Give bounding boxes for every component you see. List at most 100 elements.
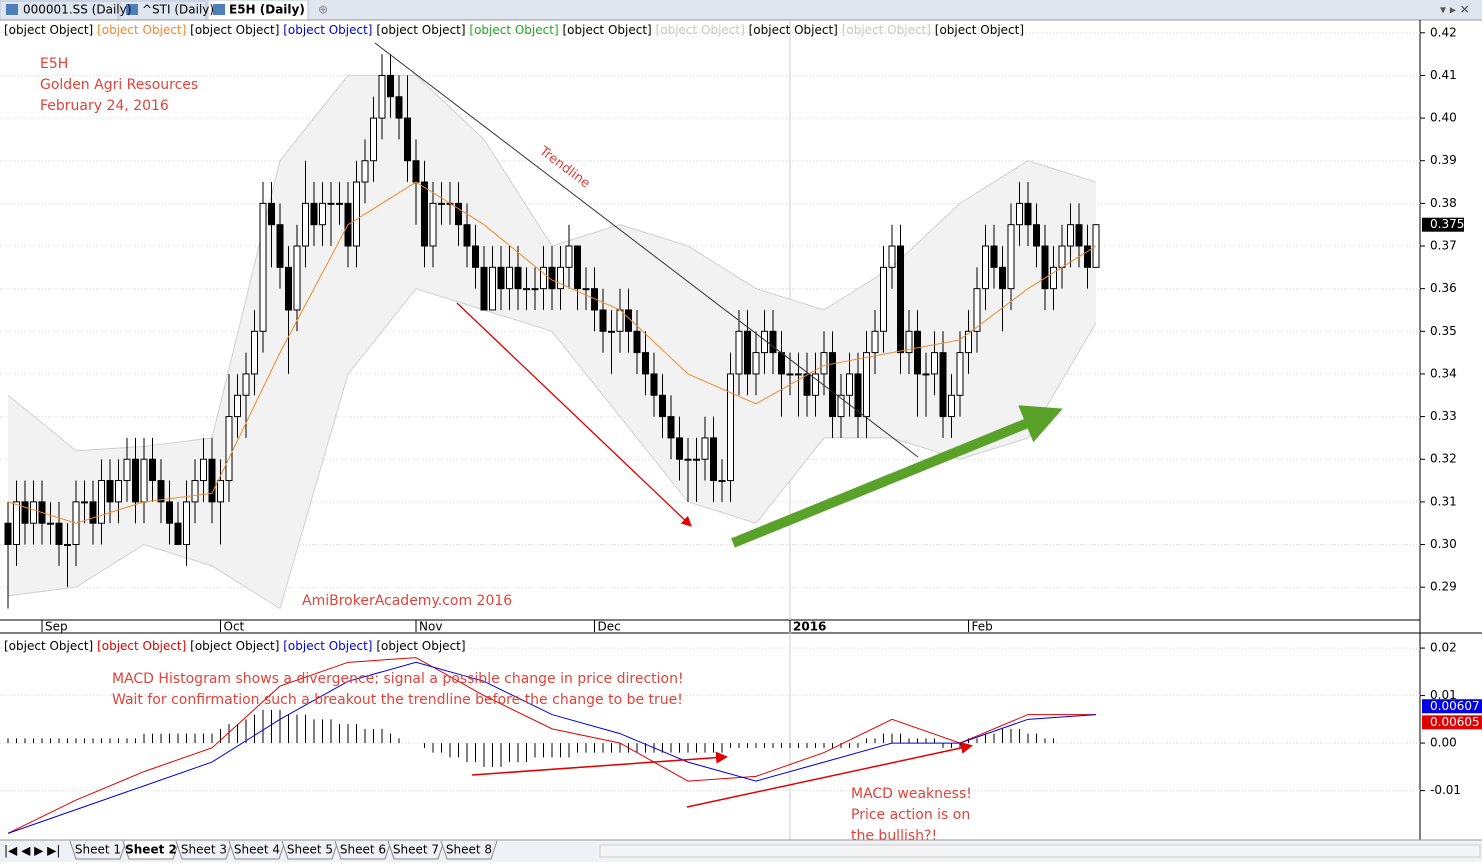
tab-icon — [213, 4, 225, 15]
sheet-label[interactable]: Sheet 7 — [393, 843, 439, 857]
candle-body — [514, 266, 522, 290]
y-tick-label: 0.29 — [1430, 580, 1457, 594]
candle-body — [455, 202, 462, 226]
candle-body — [744, 330, 751, 375]
candle-body — [582, 288, 590, 291]
sheet-tab[interactable] — [228, 840, 286, 860]
candle-body — [106, 480, 114, 503]
x-tick-label: 2016 — [793, 620, 826, 634]
sheet-tab[interactable] — [334, 840, 392, 860]
candle-body — [259, 202, 267, 332]
tab-label[interactable]: ^STI (Daily) — [142, 3, 214, 17]
sheet-tab[interactable] — [440, 840, 498, 860]
tab-icon — [6, 4, 18, 15]
candle-body — [735, 330, 743, 375]
candle-body — [4, 522, 12, 546]
last-value-label: 0.00607 — [1430, 699, 1480, 713]
candle-body — [387, 74, 394, 98]
candle-body — [472, 245, 479, 268]
candle-body — [1007, 224, 1015, 290]
candle-body — [557, 266, 564, 290]
window-buttons[interactable]: ▾ ▸ ✕ — [1440, 3, 1470, 17]
candle-body — [140, 458, 148, 503]
candle-body — [506, 266, 513, 290]
last-value-tag — [1422, 715, 1482, 730]
annotation: Price action is on — [851, 807, 970, 823]
sheet-tab[interactable] — [69, 840, 127, 860]
sheet-tab[interactable] — [175, 840, 233, 860]
new-tab[interactable]: ⊕ — [318, 3, 328, 17]
sheet-label[interactable]: Sheet 5 — [287, 843, 333, 857]
candle-body — [89, 501, 97, 524]
candle-body — [1084, 245, 1091, 268]
candle-body — [285, 266, 292, 311]
candle-body — [574, 245, 581, 290]
candle-body — [200, 458, 207, 482]
sheet-label[interactable]: Sheet 3 — [181, 843, 227, 857]
sheet-label[interactable]: Sheet 2 — [125, 843, 177, 857]
sheet-label[interactable]: Sheet 6 — [340, 843, 386, 857]
sheet-nav[interactable]: |◀ ◀ ▶ ▶| — [4, 844, 60, 858]
candle-body — [727, 373, 734, 482]
candle-body — [98, 480, 105, 524]
candle-body — [47, 522, 54, 525]
candle-body — [956, 352, 964, 396]
candle-body — [361, 160, 369, 183]
candle-body — [1067, 224, 1074, 247]
tab-label[interactable]: 000001.SS (Daily) — [23, 3, 131, 17]
y-tick-label: 0.31 — [1430, 494, 1457, 508]
candle-body — [1050, 266, 1057, 290]
candle-body — [999, 266, 1006, 290]
sheet-label[interactable]: Sheet 4 — [234, 843, 280, 857]
candle-body — [174, 522, 182, 546]
candle-body — [302, 202, 309, 247]
candle-body — [1033, 224, 1040, 247]
candle-body — [540, 266, 547, 290]
x-tick-label: Feb — [972, 620, 993, 634]
candle-body — [650, 373, 658, 396]
candle-body — [336, 202, 343, 205]
header-item: [object Object] — [4, 23, 93, 37]
candle-body — [293, 245, 301, 311]
y-tick-label: 0.36 — [1430, 281, 1457, 295]
candle-body — [64, 544, 71, 547]
sheet-label[interactable]: Sheet 8 — [446, 843, 492, 857]
candle-body — [225, 416, 233, 482]
candle-body — [123, 458, 131, 482]
candle-body — [115, 480, 122, 503]
candle-body — [412, 160, 420, 183]
candle-body — [633, 330, 641, 354]
candle-body — [276, 224, 284, 268]
tab-label[interactable]: E5H (Daily) — [229, 3, 305, 17]
candle-body — [854, 373, 862, 418]
candle-body — [149, 458, 156, 482]
candle-body — [378, 74, 386, 119]
candle-body — [55, 522, 63, 546]
sheet-label[interactable]: Sheet 1 — [75, 843, 121, 857]
last-value-label: 0.00605 — [1430, 715, 1480, 729]
scrollbar[interactable] — [599, 844, 1481, 858]
candle-body — [242, 373, 250, 396]
header-item: [object Object] — [283, 23, 372, 37]
sheet-tab[interactable] — [281, 840, 339, 860]
candle-body — [489, 266, 496, 311]
candle-body — [310, 202, 318, 226]
header-item: [object Object] — [283, 639, 372, 653]
candle-body — [370, 117, 377, 162]
candle-body — [480, 266, 488, 311]
candle-body — [1041, 245, 1049, 290]
candle-body — [667, 416, 675, 439]
candle-body — [965, 330, 972, 354]
sheet-tab[interactable] — [122, 840, 180, 860]
y-tick-label: 0.30 — [1430, 537, 1457, 551]
candle-body — [625, 309, 632, 332]
sheet-tab[interactable] — [387, 840, 445, 860]
header-item: [object Object] — [842, 23, 931, 37]
candle-body — [191, 480, 199, 503]
candle-body — [752, 352, 760, 375]
candle-body — [778, 352, 785, 375]
candle-body — [13, 501, 20, 546]
annotation: February 24, 2016 — [40, 98, 169, 114]
candle-body — [217, 480, 224, 503]
candle-body — [897, 245, 904, 354]
